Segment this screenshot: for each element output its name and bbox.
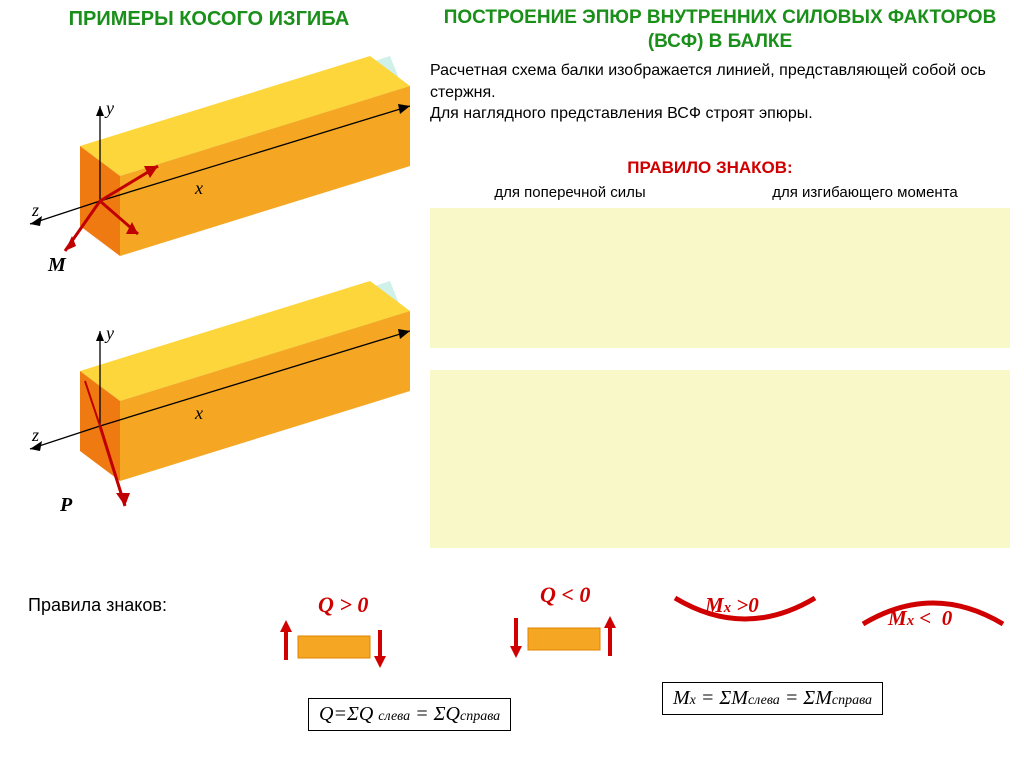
right-paragraph: Расчетная схема балки изображается линие…	[430, 60, 990, 125]
svg-text:P: P	[59, 494, 73, 516]
svg-text:y: y	[104, 98, 114, 118]
formula-m: Mx = ΣMслева = ΣMсправа	[662, 682, 883, 715]
q-positive-diagram	[268, 612, 398, 672]
oblique-bending-diagram: y x z M y x z P	[10, 36, 410, 556]
m-positive-label: Mx >0	[705, 593, 759, 618]
svg-text:z: z	[31, 200, 39, 220]
svg-text:z: z	[31, 425, 39, 445]
sign-rule-title: ПРАВИЛО ЗНАКОВ:	[430, 158, 990, 178]
col-right-head: для изгибающего момента	[720, 184, 1010, 201]
m-negative-label: Mx < 0	[888, 606, 952, 631]
col-left-head: для поперечной силы	[430, 184, 710, 201]
rules-label: Правила знаков:	[28, 595, 167, 616]
q-negative-diagram	[498, 606, 628, 666]
svg-text:M: M	[47, 254, 67, 276]
q-negative-label: Q < 0	[540, 582, 590, 608]
placeholder-top	[430, 208, 1010, 348]
svg-text:y: y	[104, 323, 114, 343]
right-title: ПОСТРОЕНИЕ ЭПЮР ВНУТРЕННИХ СИЛОВЫХ ФАКТО…	[430, 6, 1010, 54]
formula-q: Q=ΣQ слева = ΣQсправа	[308, 698, 511, 731]
placeholder-bottom	[430, 370, 1010, 548]
left-title: ПРИМЕРЫ КОСОГО ИЗГИБА	[36, 8, 382, 31]
svg-text:x: x	[194, 403, 203, 423]
svg-text:x: x	[194, 178, 203, 198]
